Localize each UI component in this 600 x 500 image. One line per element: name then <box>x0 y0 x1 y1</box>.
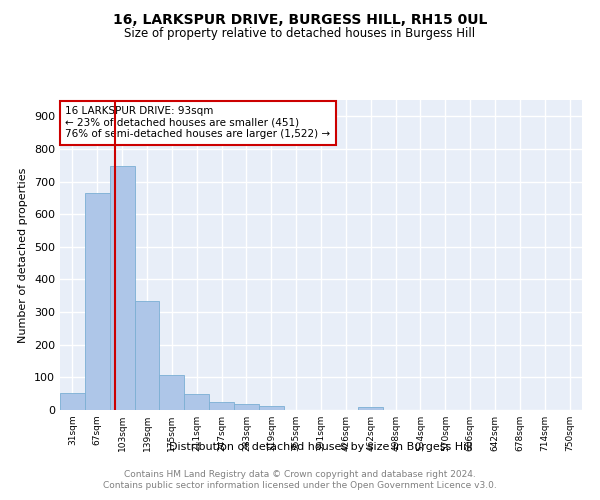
Bar <box>110 166 134 410</box>
Text: 16, LARKSPUR DRIVE, BURGESS HILL, RH15 0UL: 16, LARKSPUR DRIVE, BURGESS HILL, RH15 0… <box>113 12 487 26</box>
Bar <box>184 394 209 410</box>
Text: Contains HM Land Registry data © Crown copyright and database right 2024.: Contains HM Land Registry data © Crown c… <box>124 470 476 479</box>
Y-axis label: Number of detached properties: Number of detached properties <box>19 168 28 342</box>
Bar <box>160 375 184 410</box>
Bar <box>85 193 110 410</box>
Bar <box>234 404 259 410</box>
Text: Contains public sector information licensed under the Open Government Licence v3: Contains public sector information licen… <box>103 481 497 490</box>
Bar <box>358 408 383 410</box>
Bar <box>134 300 160 410</box>
Bar <box>259 406 284 410</box>
Text: 16 LARKSPUR DRIVE: 93sqm
← 23% of detached houses are smaller (451)
76% of semi-: 16 LARKSPUR DRIVE: 93sqm ← 23% of detach… <box>65 106 331 140</box>
Text: Distribution of detached houses by size in Burgess Hill: Distribution of detached houses by size … <box>169 442 473 452</box>
Bar <box>60 393 85 410</box>
Bar <box>209 402 234 410</box>
Text: Size of property relative to detached houses in Burgess Hill: Size of property relative to detached ho… <box>124 28 476 40</box>
